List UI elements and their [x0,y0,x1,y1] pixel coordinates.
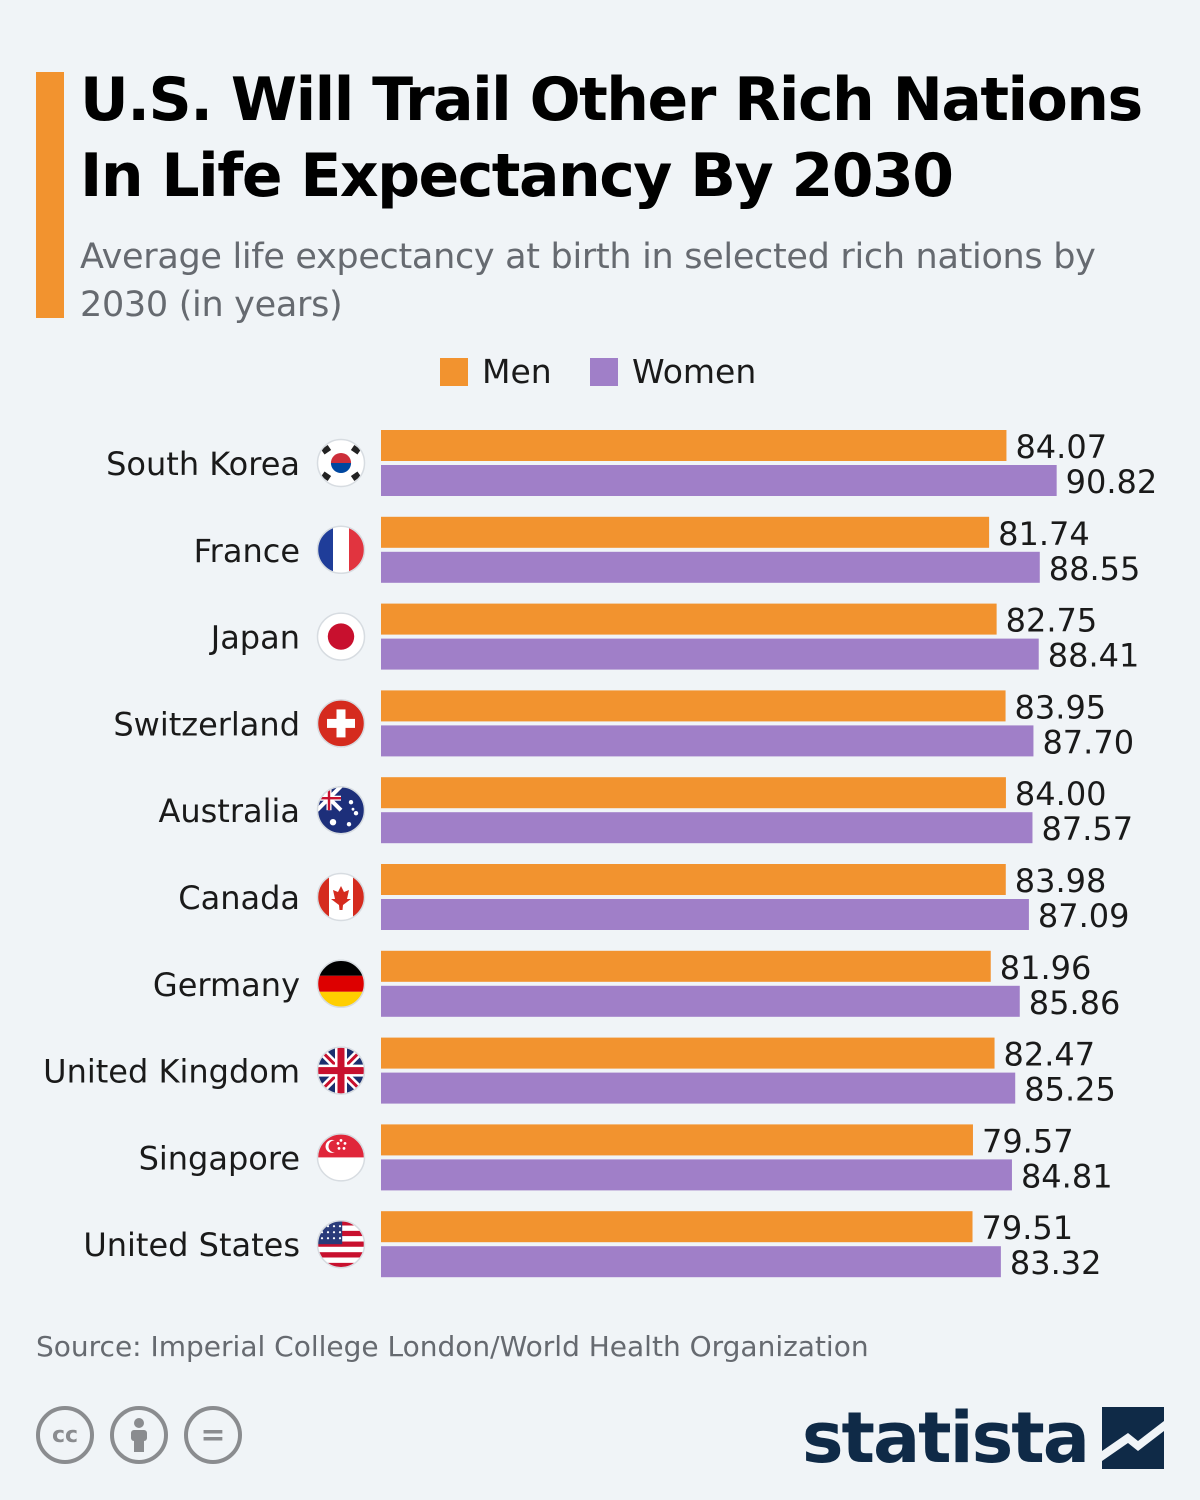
value-label-south-korea-women: 90.82 [1066,463,1158,501]
south-korea-flag-icon [316,438,366,488]
bar-canada-men [381,864,1006,895]
bar-japan-men [381,603,997,635]
no-derivatives-icon: = [184,1406,242,1464]
legend-item-women: Women [590,352,756,391]
value-label-singapore-men: 79.57 [982,1122,1074,1160]
statista-mark-icon [1102,1407,1164,1469]
category-label-australia: Australia [158,792,300,830]
value-label-australia-women: 87.57 [1041,810,1133,848]
bar-france-men [381,516,990,548]
france-flag-icon [316,525,366,575]
value-label-switzerland-men: 83.95 [1015,688,1107,726]
united-states-flag-icon [316,1219,366,1269]
bar-australia-women [381,812,1033,844]
value-label-france-men: 81.74 [998,515,1090,553]
value-label-germany-men: 81.96 [1000,949,1092,987]
legend: Men Women [0,352,1200,392]
value-label-switzerland-women: 87.70 [1042,723,1134,761]
bar-united-states-women [381,1246,1001,1278]
bar-south-korea-men [381,430,1007,461]
category-label-canada: Canada [178,879,300,917]
australia-flag-icon [316,785,366,835]
category-label-germany: Germany [153,966,300,1004]
legend-item-men: Men [440,352,552,391]
bar-united-kingdom-women [381,1072,1016,1104]
value-label-united-states-men: 79.51 [982,1209,1074,1247]
legend-label-women: Women [632,352,757,391]
bar-france-women [381,551,1040,583]
singapore-flag-icon [316,1133,366,1182]
license-icons: cc = [36,1406,242,1464]
legend-swatch-men [440,357,468,386]
bar-germany-men [381,950,991,982]
category-label-south-korea: South Korea [106,445,300,483]
attribution-icon [110,1406,168,1464]
value-label-south-korea-men: 84.07 [1015,428,1107,466]
value-label-japan-women: 88.41 [1048,637,1140,675]
legend-label-men: Men [482,352,552,391]
creative-commons-icon: cc [36,1406,94,1464]
value-label-france-women: 88.55 [1049,550,1141,588]
statista-logo[interactable]: statista [802,1398,1164,1478]
bar-united-states-men [381,1211,973,1243]
united-kingdom-flag-icon [316,1046,366,1095]
value-label-united-kingdom-women: 85.25 [1024,1071,1116,1109]
category-label-switzerland: Switzerland [113,705,300,743]
value-label-canada-men: 83.98 [1015,862,1107,900]
canada-flag-icon [316,872,366,922]
category-label-singapore: Singapore [139,1139,300,1177]
value-label-australia-men: 84.00 [1015,775,1107,813]
value-label-japan-men: 82.75 [1006,602,1098,640]
category-label-united-kingdom: United Kingdom [43,1053,300,1091]
bar-switzerland-men [381,690,1006,722]
bar-germany-women [381,985,1020,1017]
switzerland-flag-icon [316,699,366,748]
value-label-united-kingdom-men: 82.47 [1004,1036,1096,1074]
source-note: Source: Imperial College London/World He… [36,1330,869,1363]
category-label-france: France [194,532,300,570]
legend-swatch-women [590,357,618,386]
bar-japan-women [381,638,1039,670]
bar-canada-women [381,899,1029,930]
bar-united-kingdom-men [381,1037,995,1069]
brand-text: statista [801,1397,1090,1479]
bar-australia-men [381,777,1006,809]
category-label-united-states: United States [83,1226,300,1264]
value-label-united-states-women: 83.32 [1010,1244,1102,1282]
category-label-japan: Japan [209,619,300,657]
page-subtitle: Average life expectancy at birth in sele… [80,237,1096,325]
bar-singapore-men [381,1124,973,1156]
germany-flag-icon [316,959,366,1009]
value-label-germany-women: 85.86 [1029,984,1121,1022]
bar-singapore-women [381,1159,1012,1191]
value-label-canada-women: 87.09 [1038,897,1130,935]
bar-south-korea-women [381,465,1057,496]
accent-bar [36,72,64,318]
page-title: U.S. Will Trail Other Rich Nations In Li… [80,65,1143,211]
bar-switzerland-women [381,725,1034,757]
japan-flag-icon [316,612,366,661]
value-label-singapore-women: 84.81 [1021,1157,1113,1195]
